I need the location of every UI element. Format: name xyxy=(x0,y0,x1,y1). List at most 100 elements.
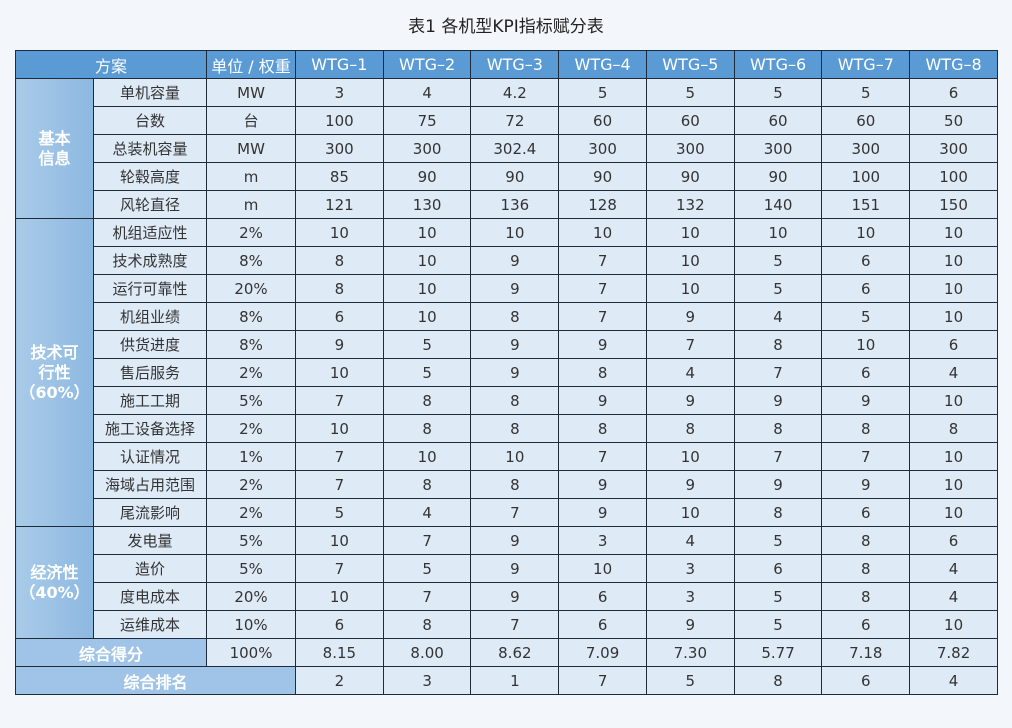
score-value: 8.62 xyxy=(470,638,560,667)
table-row: 轮毂高度 m 85 90 90 90 90 90 100 100 xyxy=(16,162,998,191)
cell-value: 128 xyxy=(558,190,647,219)
cell-value: 7 xyxy=(558,274,647,303)
score-value: 7.30 xyxy=(645,638,735,667)
cell-value: 7 xyxy=(295,386,384,415)
table-row: 供货进度 8% 9 5 9 9 7 8 10 6 xyxy=(16,330,998,359)
indicator-unit: 5% xyxy=(206,554,297,583)
cell-value: 6 xyxy=(909,78,998,107)
cell-value: 60 xyxy=(558,106,647,135)
cell-value: 3 xyxy=(645,554,735,583)
cell-value: 5 xyxy=(558,78,647,107)
indicator-name: 总装机容量 xyxy=(92,134,208,163)
cell-value: 9 xyxy=(295,330,384,359)
cell-value: 72 xyxy=(470,106,560,135)
indicator-name: 度电成本 xyxy=(92,582,208,611)
indicator-name: 发电量 xyxy=(92,526,208,555)
cell-value: 150 xyxy=(909,190,998,219)
cell-value: 4.2 xyxy=(470,78,560,107)
cell-value: 10 xyxy=(645,218,735,247)
indicator-unit: 8% xyxy=(206,302,297,331)
cell-value: 8 xyxy=(470,414,560,443)
header-scheme: 方案 xyxy=(14,50,208,79)
cell-value: 10 xyxy=(909,470,998,499)
rank-value: 8 xyxy=(733,666,823,695)
indicator-name: 海域占用范围 xyxy=(92,470,208,499)
cell-value: 7 xyxy=(470,498,560,527)
cell-value: 6 xyxy=(821,498,911,527)
indicator-name: 机组业绩 xyxy=(92,302,208,331)
cell-value: 10 xyxy=(558,554,647,583)
indicator-unit: MW xyxy=(206,134,297,163)
indicator-name: 轮毂高度 xyxy=(92,162,208,191)
table-title: 表1 各机型KPI指标赋分表 xyxy=(408,17,604,37)
cell-value: 300 xyxy=(382,134,472,163)
cell-value: 10 xyxy=(909,274,998,303)
cell-value: 300 xyxy=(909,134,998,163)
cell-value: 9 xyxy=(645,302,735,331)
cell-value: 9 xyxy=(558,470,647,499)
indicator-name: 售后服务 xyxy=(92,358,208,387)
table-row: 风轮直径 m 121 130 136 128 132 140 151 150 xyxy=(16,190,998,219)
cell-value: 140 xyxy=(733,190,823,219)
group-label: 技术可 行性 （60%） xyxy=(15,218,94,527)
cell-value: 8 xyxy=(470,386,560,415)
indicator-unit: 20% xyxy=(206,274,297,303)
score-value: 7.18 xyxy=(821,638,911,667)
cell-value: 9 xyxy=(470,330,560,359)
table-row: 售后服务 2% 10 5 9 8 4 7 6 4 xyxy=(16,358,998,387)
cell-value: 3 xyxy=(295,78,384,107)
table-row: 海域占用范围 2% 7 8 8 9 9 9 9 10 xyxy=(16,470,998,499)
indicator-unit: MW xyxy=(206,78,297,107)
cell-value: 4 xyxy=(645,526,735,555)
cell-value: 9 xyxy=(645,386,735,415)
indicator-name: 施工工期 xyxy=(92,386,208,415)
cell-value: 9 xyxy=(733,470,823,499)
cell-value: 8 xyxy=(558,358,647,387)
cell-value: 6 xyxy=(909,526,998,555)
cell-value: 10 xyxy=(295,414,384,443)
cell-value: 5 xyxy=(645,78,735,107)
cell-value: 10 xyxy=(909,610,998,639)
kpi-table: 方案 单位 / 权重 WTG–1 WTG–2 WTG–3 WTG–4 WTG–5 WTG–… xyxy=(14,50,998,695)
cell-value: 50 xyxy=(909,106,998,135)
cell-value: 10 xyxy=(382,218,472,247)
cell-value: 10 xyxy=(909,302,998,331)
cell-value: 7 xyxy=(295,554,384,583)
cell-value: 10 xyxy=(645,274,735,303)
table-row: 度电成本 20% 10 7 9 6 3 5 8 4 xyxy=(16,582,998,611)
cell-value: 8 xyxy=(821,414,911,443)
cell-value: 4 xyxy=(909,358,998,387)
cell-value: 151 xyxy=(821,190,911,219)
cell-value: 5 xyxy=(295,498,384,527)
score-value: 5.77 xyxy=(733,638,823,667)
cell-value: 300 xyxy=(821,134,911,163)
cell-value: 10 xyxy=(645,246,735,275)
cell-value: 8 xyxy=(295,246,384,275)
rank-value: 6 xyxy=(821,666,911,695)
cell-value: 6 xyxy=(733,554,823,583)
cell-value: 60 xyxy=(645,106,735,135)
cell-value: 8 xyxy=(909,414,998,443)
cell-value: 100 xyxy=(909,162,998,191)
score-label: 综合得分 xyxy=(14,638,208,667)
cell-value: 6 xyxy=(821,246,911,275)
cell-value: 132 xyxy=(645,190,735,219)
cell-value: 4 xyxy=(733,302,823,331)
indicator-name: 造价 xyxy=(92,554,208,583)
indicator-name: 机组适应性 xyxy=(92,218,208,247)
cell-value: 100 xyxy=(295,106,384,135)
cell-value: 300 xyxy=(558,134,647,163)
score-value: 8.15 xyxy=(295,638,384,667)
cell-value: 7 xyxy=(295,442,384,471)
table-row: 施工工期 5% 7 8 8 9 9 9 9 10 xyxy=(16,386,998,415)
cell-value: 300 xyxy=(733,134,823,163)
cell-value: 10 xyxy=(382,246,472,275)
cell-value: 4 xyxy=(645,358,735,387)
cell-value: 4 xyxy=(382,498,472,527)
cell-value: 10 xyxy=(821,218,911,247)
cell-value: 5 xyxy=(821,78,911,107)
cell-value: 3 xyxy=(558,526,647,555)
cell-value: 10 xyxy=(382,442,472,471)
cell-value: 8 xyxy=(821,582,911,611)
cell-value: 9 xyxy=(645,470,735,499)
